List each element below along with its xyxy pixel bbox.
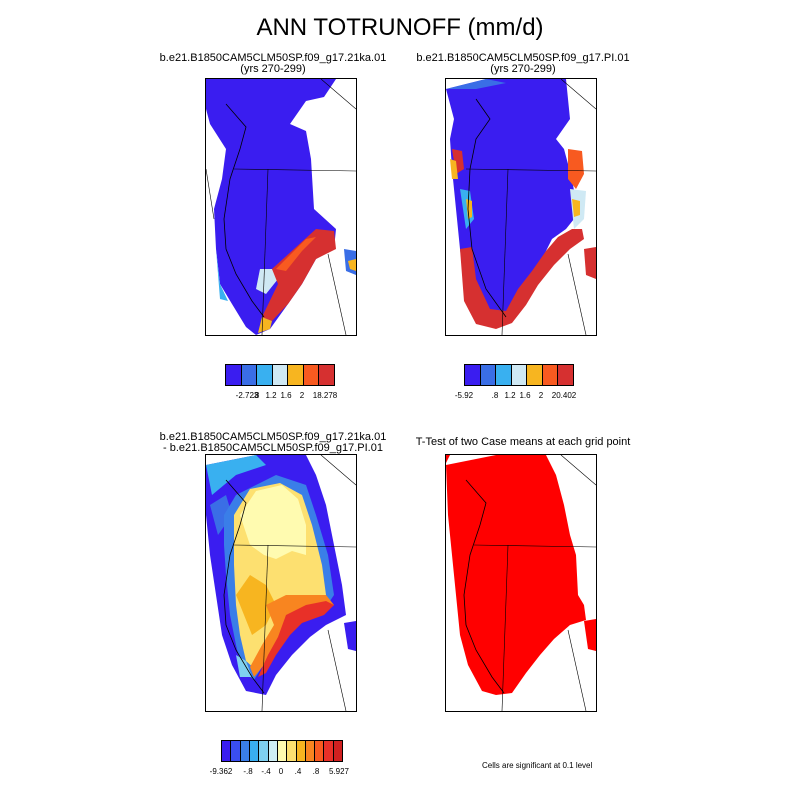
panel2-title-line2: (yrs 270-299) xyxy=(490,63,556,75)
panel3-colorbar-swatch xyxy=(249,741,260,761)
panel4-title: T-Test of two Case means at each grid po… xyxy=(373,437,673,448)
panel2-title: b.e21.B1850CAM5CLM50SP.f09_g17.PI.01 (yr… xyxy=(373,53,673,75)
panel1-map xyxy=(205,78,357,336)
panel3-colorbar-swatch xyxy=(268,741,278,761)
panel4-map xyxy=(445,454,597,712)
significance-note: Cells are significant at 0.1 level xyxy=(482,761,593,770)
panel2-colorbar-swatch xyxy=(511,365,528,385)
panel3-map xyxy=(205,454,357,712)
panel1-colorbar-label: 2 xyxy=(299,391,305,400)
panel3-colorbar-label: -.4 xyxy=(261,767,271,776)
panel3-colorbar-label: 5.927 xyxy=(328,767,350,776)
panel1-title-line1: b.e21.B1850CAM5CLM50SP.f09_g17.21ka.01 xyxy=(159,52,387,64)
panel3-colorbar-swatch xyxy=(240,741,250,761)
panel3-title: b.e21.B1850CAM5CLM50SP.f09_g17.21ka.01 -… xyxy=(123,432,423,454)
panel2-colorbar-swatch xyxy=(527,365,543,385)
panel3-colorbar-label: -.8 xyxy=(243,767,253,776)
panel2-colorbar-label: 1.6 xyxy=(519,391,531,400)
panel3-colorbar-swatch xyxy=(305,741,316,761)
panel3-colorbar-label: .4 xyxy=(294,767,302,776)
panel2-colorbar-swatch xyxy=(542,365,559,385)
panel3-colorbar-swatch xyxy=(296,741,306,761)
panel1-colorbar-swatch xyxy=(272,365,289,385)
panel2-colorbar-label: 1.2 xyxy=(504,391,516,400)
panel2-colorbar xyxy=(464,364,574,386)
panel3-colorbar-swatch xyxy=(315,741,325,761)
panel2-colorbar-swatch xyxy=(496,365,512,385)
panel2-title-line1: b.e21.B1850CAM5CLM50SP.f09_g17.PI.01 xyxy=(416,52,630,64)
main-title: ANN TOTRUNOFF (mm/d) xyxy=(256,14,544,41)
panel2-colorbar-swatch xyxy=(480,365,497,385)
panel2-colorbar-swatch xyxy=(465,365,481,385)
panel3-colorbar-swatch xyxy=(259,741,269,761)
panel3-title-line2: - b.e21.B1850CAM5CLM50SP.f09_g17.PI.01 xyxy=(163,442,383,454)
panel3-colorbar-swatch xyxy=(277,741,288,761)
panel3-colorbar-label: .8 xyxy=(312,767,320,776)
panel1-colorbar-swatch xyxy=(319,365,335,385)
panel1-title: b.e21.B1850CAM5CLM50SP.f09_g17.21ka.01 (… xyxy=(123,53,423,75)
panel4-title-line1: T-Test of two Case means at each grid po… xyxy=(415,436,631,448)
panel3-colorbar-swatch xyxy=(222,741,232,761)
panel2-colorbar-label: -5.92 xyxy=(454,391,474,400)
panel2-colorbar-label: .8 xyxy=(491,391,499,400)
panel1-colorbar-label: 1.2 xyxy=(265,391,277,400)
panel2-colorbar-label: 2 xyxy=(538,391,544,400)
panel1-title-line2: (yrs 270-299) xyxy=(240,63,306,75)
panel3-colorbar-label: 0 xyxy=(278,767,284,776)
panel1-colorbar-swatch xyxy=(241,365,258,385)
panel2-map xyxy=(445,78,597,336)
panel1-colorbar-label: -2.723 xyxy=(235,391,259,400)
panel2-colorbar-label: 20.402 xyxy=(551,391,577,400)
panel3-colorbar-label: -9.362 xyxy=(209,767,233,776)
panel1-colorbar-label: .8 xyxy=(252,391,260,400)
panel1-colorbar-swatch xyxy=(257,365,273,385)
panel1-colorbar xyxy=(225,364,335,386)
panel1-colorbar-swatch xyxy=(226,365,242,385)
panel1-colorbar-swatch xyxy=(303,365,320,385)
panel1-colorbar-swatch xyxy=(288,365,304,385)
panel3-colorbar-swatch xyxy=(333,741,343,761)
panel1-colorbar-label: 1.6 xyxy=(280,391,292,400)
panel3-title-line1: b.e21.B1850CAM5CLM50SP.f09_g17.21ka.01 xyxy=(159,431,387,443)
panel1-colorbar-label: 18.278 xyxy=(312,391,338,400)
panel2-colorbar-swatch xyxy=(558,365,574,385)
panel3-colorbar-swatch xyxy=(287,741,297,761)
panel3-colorbar xyxy=(221,740,343,762)
panel3-colorbar-swatch xyxy=(231,741,241,761)
panel3-colorbar-swatch xyxy=(324,741,334,761)
